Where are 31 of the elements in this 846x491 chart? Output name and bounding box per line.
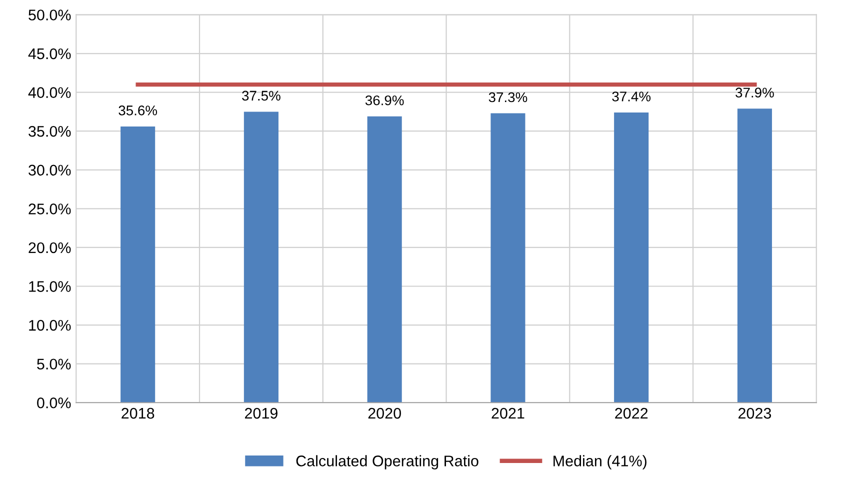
- bar: [737, 108, 772, 403]
- y-tick-label: 50.0%: [28, 10, 71, 20]
- data-label: 37.5%: [242, 90, 280, 101]
- y-tick-label: 0.0%: [37, 397, 71, 408]
- x-tick-label: 2021: [492, 408, 524, 419]
- data-label: 37.9%: [736, 88, 774, 98]
- y-tick-label: 10.0%: [29, 320, 71, 331]
- y-tick-label: 25.0%: [28, 204, 71, 214]
- x-tick-label: 2020: [368, 408, 401, 419]
- y-tick-label: 35.0%: [28, 126, 71, 137]
- legend-label: Calculated Operating Ratio: [296, 455, 478, 470]
- data-label: 35.6%: [118, 106, 158, 116]
- bar: [614, 112, 649, 403]
- y-tick-label: 20.0%: [28, 242, 71, 254]
- bar: [490, 113, 526, 403]
- bar: [244, 112, 278, 403]
- data-label: 37.3%: [488, 92, 528, 102]
- x-tick-label: 2019: [244, 408, 278, 419]
- legend-label: Median (41%): [554, 455, 646, 470]
- y-tick-label: 45.0%: [28, 48, 71, 60]
- y-tick-label: 30.0%: [28, 164, 71, 176]
- data-label: 37.4%: [612, 92, 651, 102]
- x-tick-label: 2018: [122, 408, 154, 419]
- y-tick-label: 5.0%: [37, 358, 71, 370]
- bar: [120, 126, 156, 403]
- x-tick-label: 2022: [615, 408, 648, 419]
- data-label: 36.9%: [365, 95, 404, 106]
- x-tick-label: 2023: [738, 408, 772, 419]
- y-tick-label: 40.0%: [28, 87, 71, 98]
- bar: [367, 116, 402, 403]
- y-tick-label: 15.0%: [29, 281, 71, 292]
